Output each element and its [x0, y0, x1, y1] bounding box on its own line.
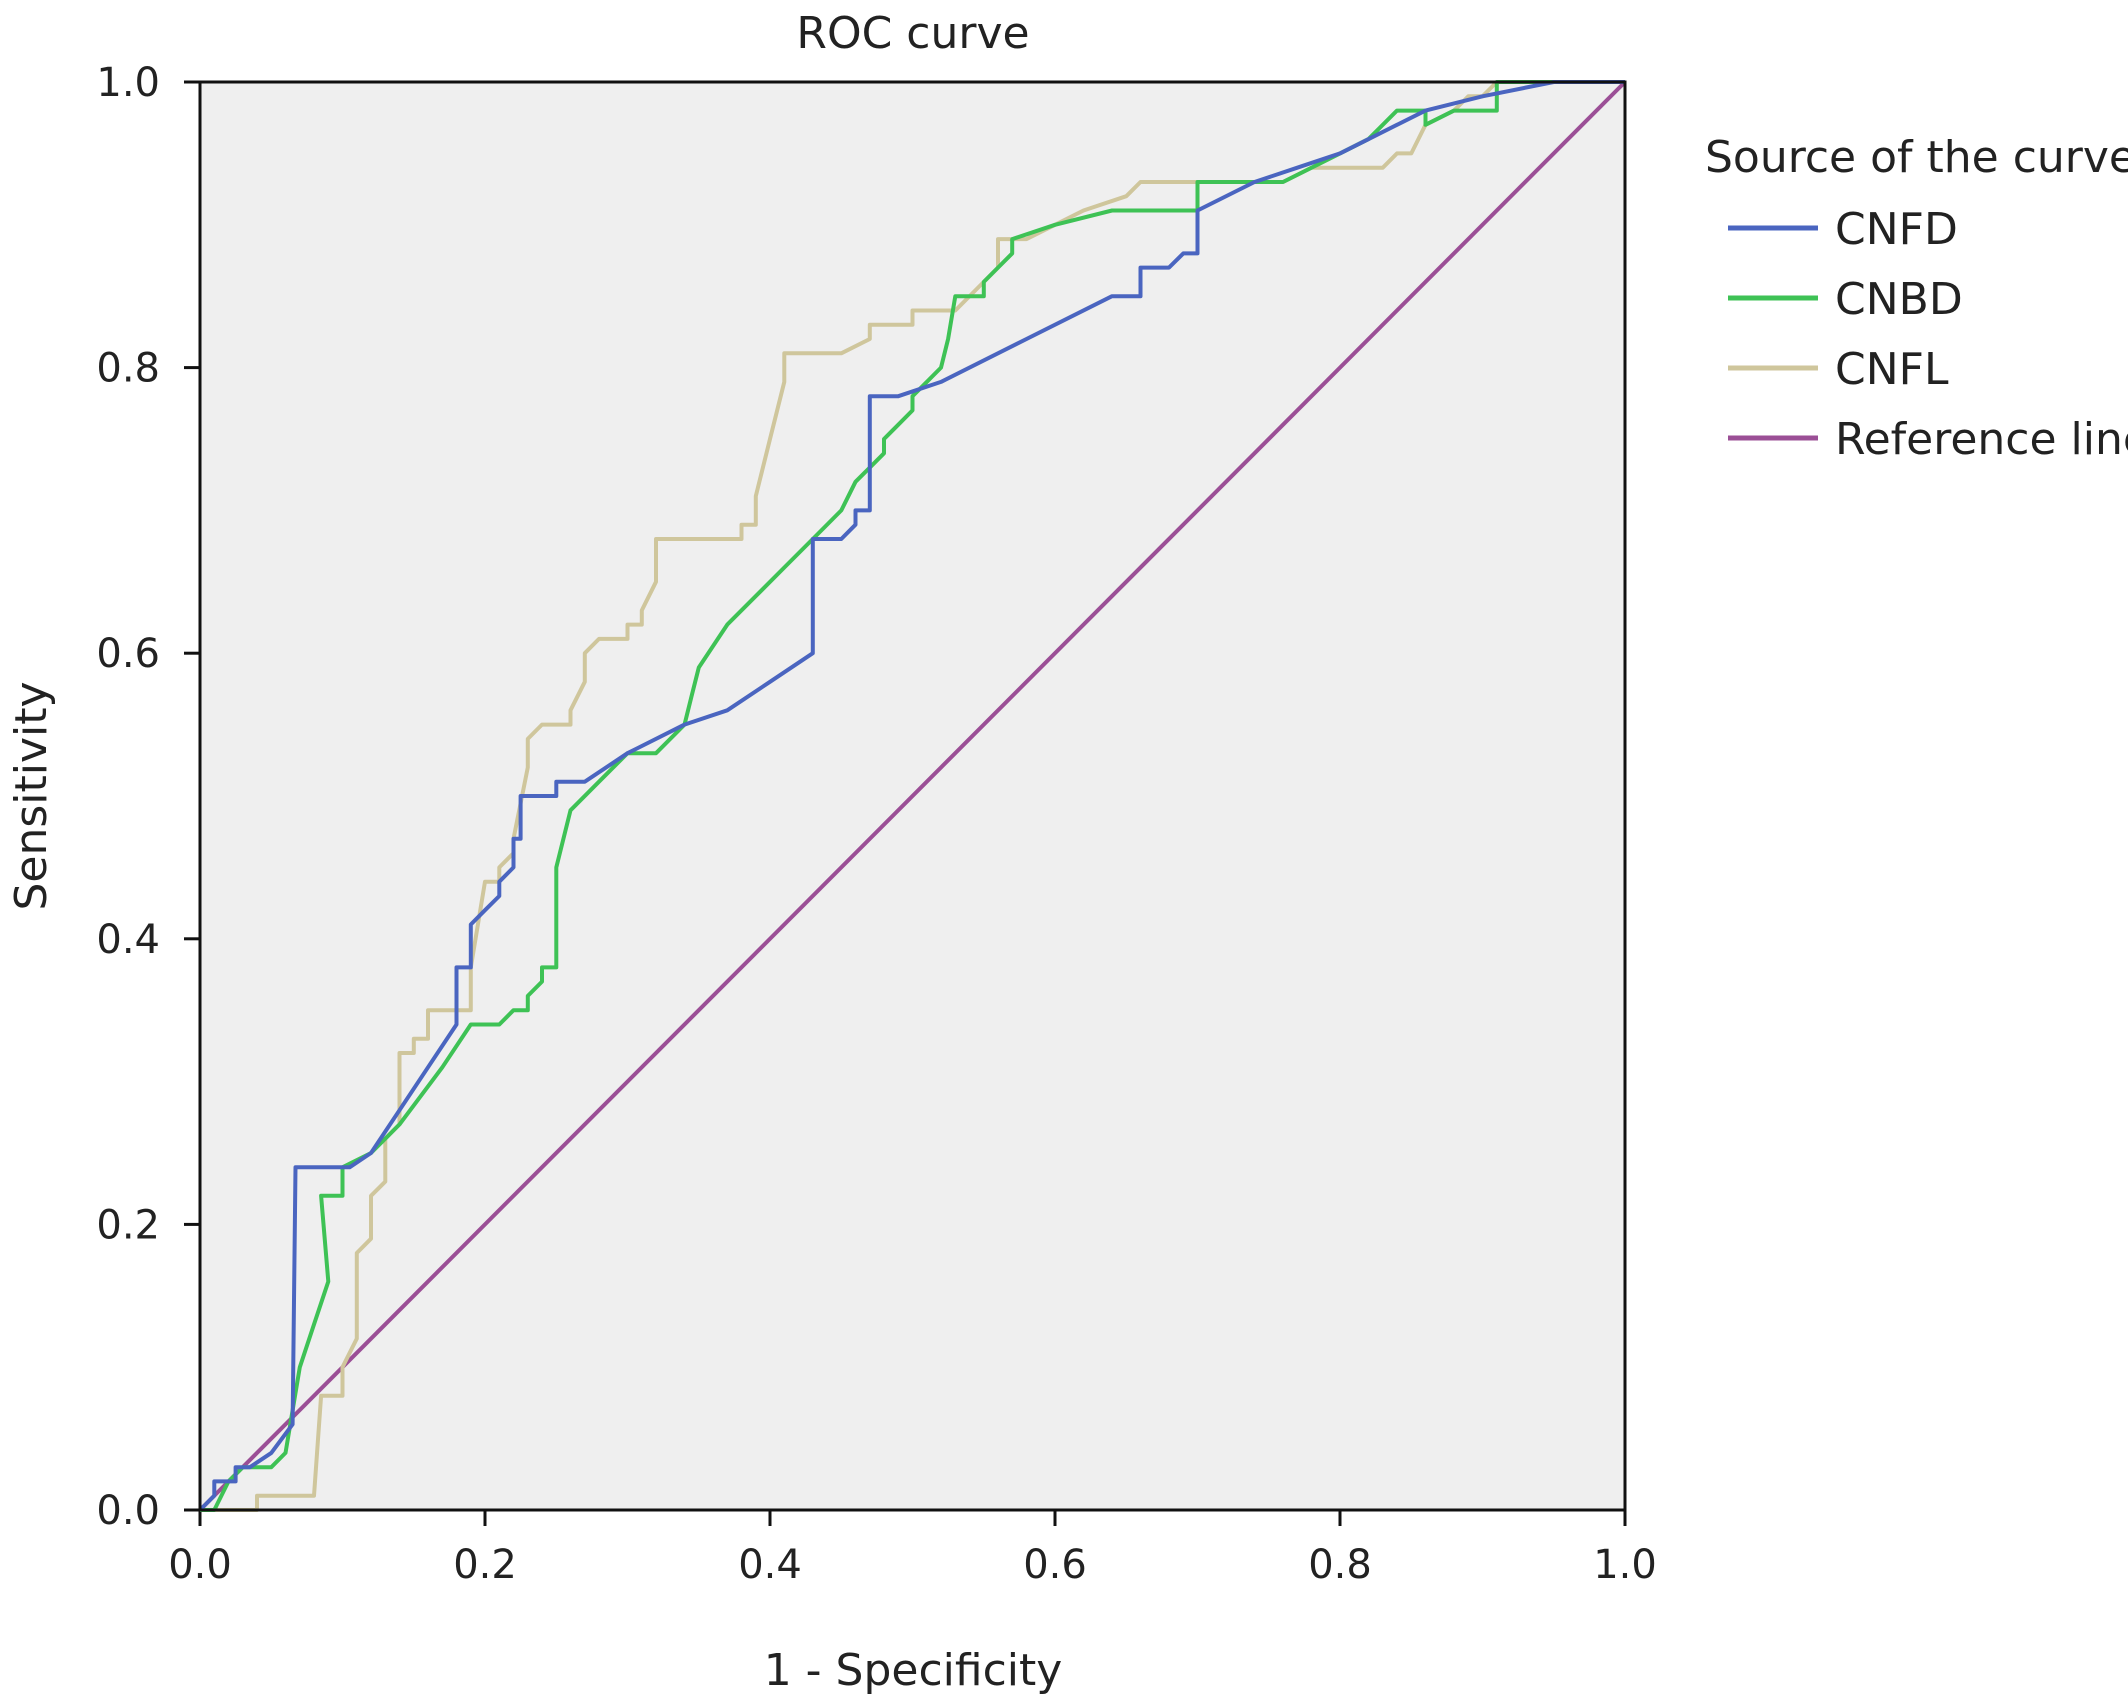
- chart-title: ROC curve: [796, 8, 1029, 59]
- legend-items: CNFD CNBD CNFL Reference line: [1728, 204, 2128, 465]
- legend-label-cnbd: CNBD: [1835, 274, 1963, 325]
- axis-tick-labels: 0.0 0.2 0.4 0.6 0.8 1.0 0.0 0.2 0.4 0.6 0.8 1.0: [96, 60, 1656, 1588]
- x-tick-label: 1.0: [1593, 1542, 1657, 1588]
- y-tick-label: 0.4: [96, 917, 160, 963]
- x-tick-label: 0.6: [1023, 1542, 1087, 1588]
- plot-frame: [198, 80, 1627, 1512]
- x-tick-label: 0.4: [738, 1542, 802, 1588]
- legend-title: Source of the curve: [1705, 132, 2128, 183]
- series-line-cnfl: [200, 80, 1625, 1512]
- x-tick-label: 0.8: [1308, 1542, 1372, 1588]
- series-line-cnfd: [198, 80, 1625, 1512]
- series-line-reference-line: [198, 80, 1627, 1512]
- legend-label-cnfd: CNFD: [1835, 204, 1958, 255]
- y-tick-label: 0.6: [96, 631, 160, 677]
- y-tick-label: 0.2: [96, 1202, 160, 1248]
- y-axis-title: Sensitivity: [6, 681, 57, 910]
- axis-ticks: [184, 80, 1627, 1526]
- y-tick-label: 0.0: [96, 1488, 160, 1534]
- x-tick-label: 0.2: [453, 1542, 517, 1588]
- legend-label-cnfl: CNFL: [1835, 344, 1949, 395]
- legend-label-reference-line: Reference line: [1835, 414, 2128, 465]
- x-axis-title: 1 - Specificity: [764, 1645, 1063, 1696]
- legend: Source of the curve CNFD CNBD CNFL Referenc…: [1705, 132, 2128, 465]
- series-lines: [198, 80, 1627, 1512]
- y-tick-label: 1.0: [96, 60, 160, 106]
- y-tick-label: 0.8: [96, 346, 160, 392]
- x-tick-label: 0.0: [168, 1542, 232, 1588]
